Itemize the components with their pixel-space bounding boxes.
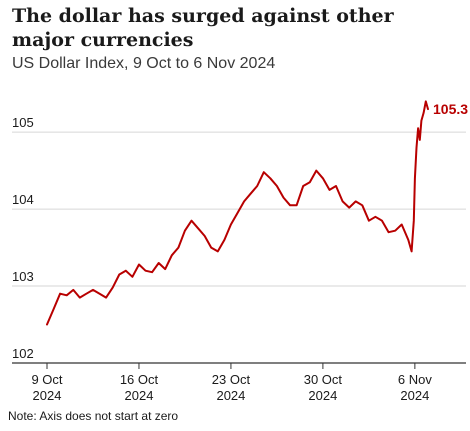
axis-note: Note: Axis does not start at zero [8,409,179,423]
end-value-label: 105.3 [433,101,468,117]
y-axis: 102 103 104 105 [12,115,34,361]
x-tick-year: 2024 [308,388,337,403]
x-tick-year: 2024 [33,388,62,403]
y-tick-label: 104 [12,192,34,207]
x-tick-year: 2024 [400,388,429,403]
grid-lines [12,131,466,364]
x-tick-label: 6 Nov [398,372,432,387]
y-tick-label: 102 [12,346,34,361]
x-tick-year: 2024 [216,388,245,403]
x-tick-label: 9 Oct [31,372,62,387]
series-layer: 105.3 [46,100,468,326]
x-tick-label: 23 Oct [212,372,251,387]
y-tick-label: 103 [12,269,34,284]
y-tick-label: 105 [12,115,34,130]
x-tick-label: 30 Oct [304,372,343,387]
series-line [46,100,429,326]
x-tick-label: 16 Oct [120,372,159,387]
chart-subtitle: US Dollar Index, 9 Oct to 6 Nov 2024 [12,55,276,72]
chart-title: The dollar has surged against other majo… [12,5,394,51]
x-tick-year: 2024 [125,388,154,403]
